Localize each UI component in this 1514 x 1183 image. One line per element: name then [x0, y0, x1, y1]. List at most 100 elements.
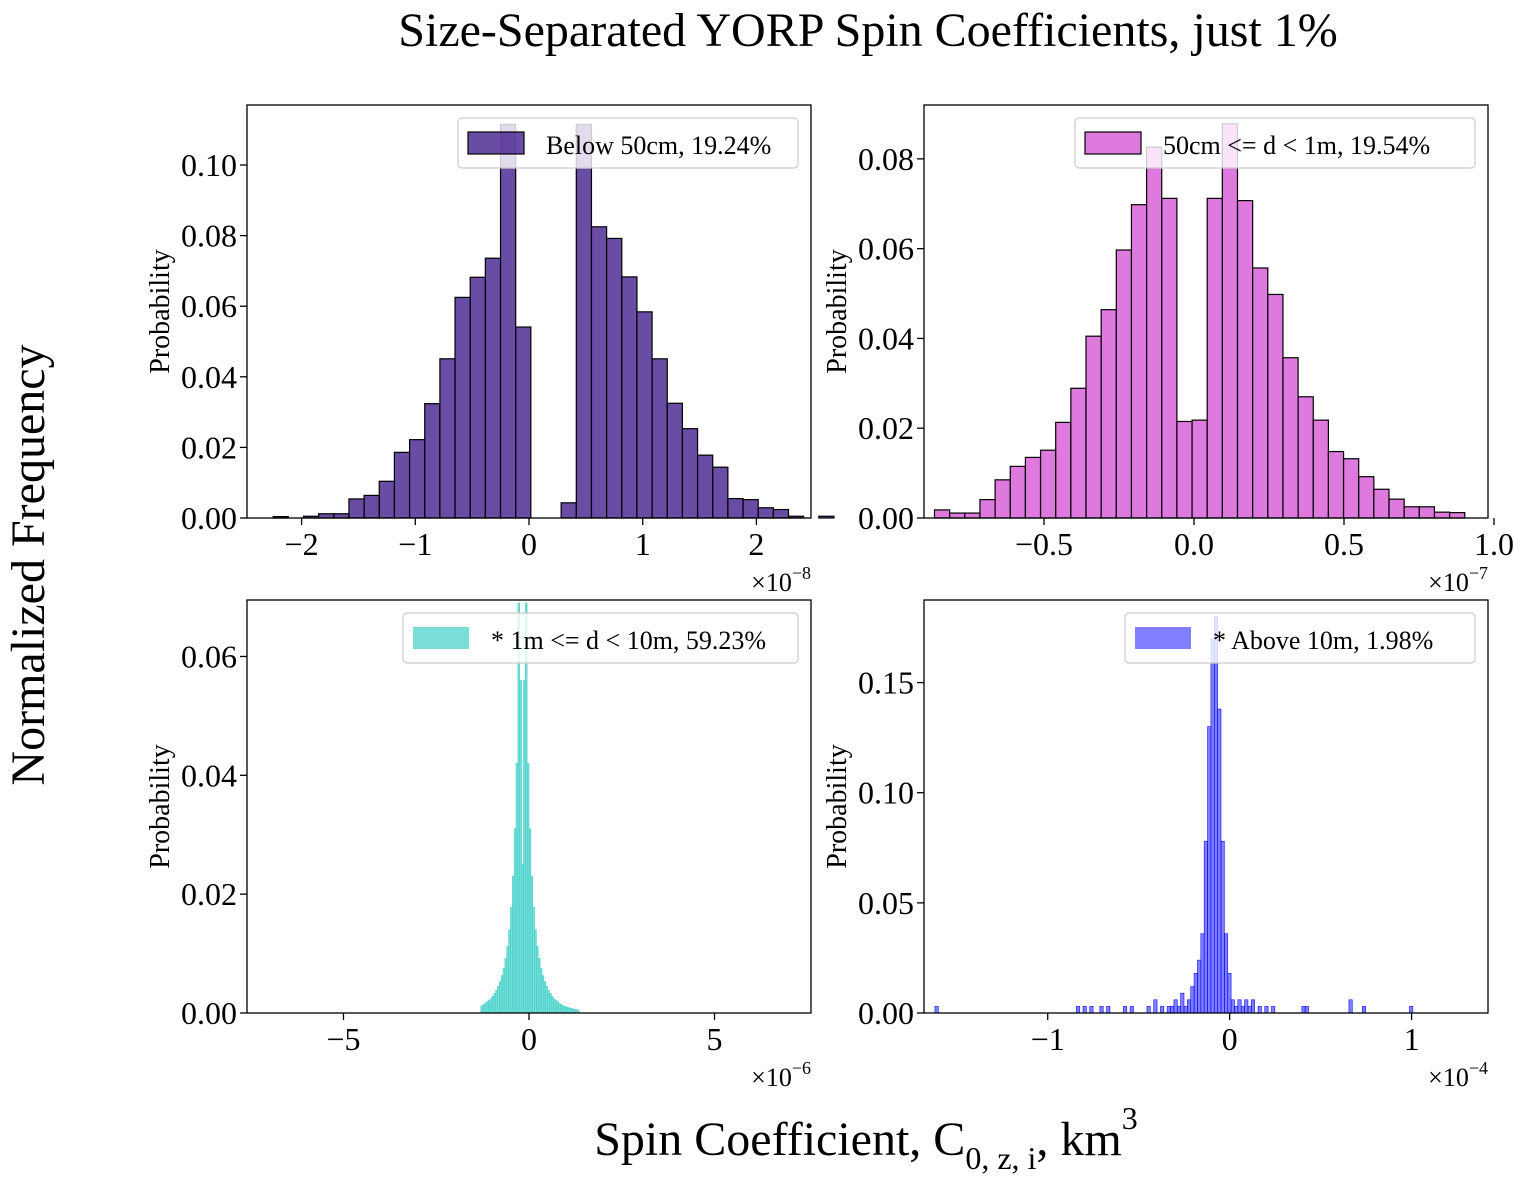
y-tick-label: 0.10: [858, 775, 914, 811]
histogram-bar: [1373, 488, 1390, 519]
legend-swatch: [1084, 131, 1142, 155]
histogram-bar: [590, 226, 608, 519]
histogram-bar: [1251, 999, 1255, 1014]
histogram-bar: [1099, 1006, 1104, 1014]
y-tick-label: 0.00: [181, 995, 237, 1031]
histogram-bar: [1180, 992, 1185, 1014]
histogram-bar: [1085, 335, 1102, 519]
histogram-bar: [424, 403, 441, 519]
histogram-bar: [1190, 986, 1195, 1014]
y-tick-label: 0.04: [181, 359, 237, 395]
x-tick-label: 1.0: [1474, 526, 1514, 562]
y-tick-label: 0.02: [858, 410, 914, 446]
histogram-bar: [1230, 999, 1235, 1014]
histogram-panel: −0.5 0.0 0.5 1.0 0.00 0.02 0.04 0.06 0.08 Probabi…: [822, 104, 1514, 597]
legend-box: [1074, 117, 1476, 169]
histogram-bar: [1082, 1006, 1087, 1014]
histogram-bar: [1206, 197, 1223, 519]
y-axis-label: Probability: [145, 249, 176, 373]
x-tick-label: 2: [748, 526, 764, 562]
histogram-bar: [1200, 933, 1205, 1014]
histogram-bar: [1197, 959, 1202, 1014]
y-axis-label: Probability: [822, 744, 853, 868]
histogram-bar: [378, 480, 396, 519]
histogram-bar: [1403, 506, 1420, 519]
histogram-bar: [1191, 419, 1208, 519]
histogram-bar: [1234, 1006, 1239, 1014]
histogram-bars: [933, 123, 1466, 519]
x-tick-label: 0.0: [1174, 526, 1214, 562]
histogram-bar: [1257, 1006, 1262, 1014]
legend-label: 50cm <= d < 1m, 19.54%: [1163, 131, 1430, 160]
histogram-bar: [1170, 1006, 1175, 1014]
histogram-bar: [1130, 204, 1148, 519]
x-tick-label: 0.5: [1324, 526, 1364, 562]
histogram-bar: [651, 358, 668, 519]
histogram-bar: [1187, 999, 1192, 1014]
y-tick-label: 0.00: [858, 995, 914, 1031]
x-tick-label: 1: [1404, 1021, 1420, 1057]
histogram-bar: [1146, 1006, 1151, 1014]
histogram-bar: [1358, 476, 1375, 519]
histogram-bar: [348, 498, 365, 519]
x-offset-label: ×10−6: [751, 1058, 811, 1092]
histogram-bar: [757, 507, 774, 519]
histogram-bar: [1009, 465, 1026, 519]
y-tick-label: 0.00: [181, 500, 237, 536]
histogram-bar: [934, 1006, 939, 1014]
y-axis-label: Probability: [145, 744, 176, 868]
x-tick-label: −0.5: [1015, 526, 1073, 562]
histogram-bar: [1220, 840, 1225, 1014]
histogram-bar: [1433, 511, 1451, 519]
histogram-bar: [1244, 999, 1249, 1014]
legend-label: * Above 10m, 1.98%: [1213, 626, 1433, 655]
histogram-bar: [1129, 1006, 1134, 1014]
histogram-bar: [363, 494, 380, 519]
histogram-bar: [964, 512, 981, 519]
histogram-bars: [934, 616, 1414, 1014]
histogram-panel: −5 0 5 0.00 0.02 0.04 0.06 Probability ×10−6 * 1m…: [145, 599, 812, 1092]
y-tick-label: 0.05: [858, 885, 914, 921]
histogram-bar: [933, 509, 951, 519]
histogram-bar: [772, 508, 790, 519]
histogram-bar: [1297, 396, 1314, 519]
histogram-bar: [1203, 840, 1208, 1014]
histogram-bar: [727, 497, 744, 519]
histogram-bar: [1267, 293, 1284, 519]
y-axis-label: Probability: [822, 249, 853, 373]
histogram-bar: [1327, 450, 1345, 519]
histogram-bar: [499, 123, 517, 519]
histogram-bar: [1213, 616, 1218, 1014]
y-tick-label: 0.10: [181, 147, 237, 183]
y-tick-label: 0.08: [181, 218, 237, 254]
x-tick-label: 1: [635, 526, 651, 562]
histogram-bar: [742, 499, 759, 519]
histogram-bar: [1448, 512, 1466, 519]
histogram-bar: [1342, 458, 1360, 519]
legend: 50cm <= d < 1m, 19.54%: [1074, 117, 1476, 169]
histogram-bar: [1301, 1006, 1306, 1014]
histogram-bar: [1282, 357, 1299, 519]
histogram-bar: [666, 402, 684, 519]
x-offset-label: ×10−8: [751, 563, 811, 597]
histogram-bar: [681, 428, 699, 519]
y-tick-label: 0.15: [858, 665, 914, 701]
y-tick-label: 0.08: [858, 141, 914, 177]
figure-x-label: Spin Coefficient, C0, z, i, km3: [594, 1100, 1138, 1176]
legend-box: [1124, 612, 1476, 664]
x-tick-label: 0: [1222, 1021, 1238, 1057]
histogram-bar: [1070, 387, 1087, 519]
histogram-bar: [1173, 999, 1178, 1014]
histogram-bar: [393, 451, 411, 519]
histogram-bar: [1348, 999, 1353, 1014]
histogram-bar: [949, 512, 966, 519]
legend: Below 50cm, 19.24%: [457, 117, 799, 169]
histogram-bar: [1207, 726, 1212, 1014]
axes-frame: [923, 104, 1489, 519]
y-tick-label: 0.04: [858, 320, 914, 356]
legend: * 1m <= d < 10m, 59.23%: [402, 612, 799, 664]
histogram-bar: [469, 276, 486, 519]
histogram-bar: [1193, 973, 1198, 1014]
histogram-bar: [515, 326, 532, 519]
histogram-bar: [1160, 1006, 1165, 1014]
